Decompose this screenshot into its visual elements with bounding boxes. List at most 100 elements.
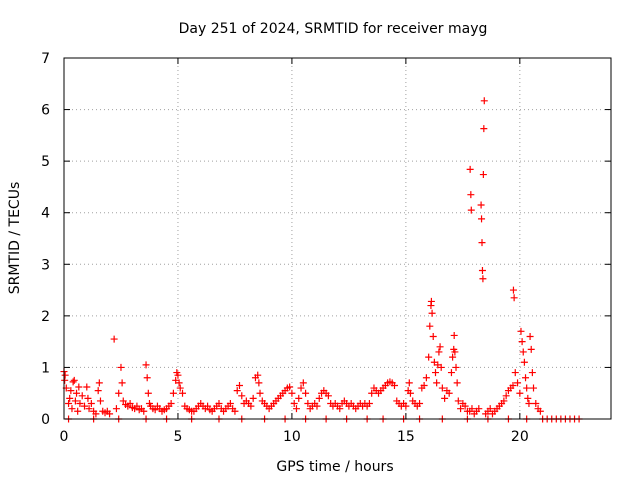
data-point (435, 348, 443, 356)
data-point (175, 379, 183, 387)
y-tick-label: 1 (41, 360, 50, 376)
data-point (288, 389, 296, 397)
data-point (528, 369, 536, 377)
data-point (118, 379, 126, 387)
data-point (295, 394, 303, 402)
y-tick-label: 4 (41, 206, 50, 222)
data-point (78, 392, 86, 400)
data-point (133, 402, 141, 410)
data-point (522, 374, 530, 382)
data-point (304, 400, 312, 408)
data-point (235, 381, 243, 389)
data-point (73, 389, 81, 397)
data-point (527, 345, 535, 353)
data-point (454, 397, 462, 405)
data-point (509, 286, 517, 294)
data-point (479, 171, 487, 179)
data-point (523, 384, 531, 392)
data-point (467, 191, 475, 199)
data-point (510, 294, 518, 302)
data-point (256, 389, 264, 397)
data-point (478, 239, 486, 247)
data-point (450, 331, 458, 339)
data-point (117, 363, 125, 371)
data-point (532, 400, 540, 408)
data-point (179, 389, 187, 397)
y-axis-label: SRMTID / TECUs (7, 182, 23, 295)
data-point (427, 297, 435, 305)
data-point (112, 405, 120, 413)
data-point (85, 405, 93, 413)
tick-labels: 0 5 10 15 20 0 1 2 3 4 5 6 7 (41, 51, 529, 445)
data-point (106, 410, 114, 418)
data-point (215, 400, 223, 408)
data-point (416, 400, 424, 408)
data-point (525, 400, 533, 408)
data-point (402, 402, 410, 410)
data-point (68, 405, 76, 413)
x-tick-label: 20 (511, 429, 529, 445)
data-point (119, 397, 127, 405)
data-point (422, 374, 430, 382)
y-tick-label: 5 (41, 154, 50, 170)
data-point (518, 338, 526, 346)
data-point (292, 405, 300, 413)
data-point (174, 371, 182, 379)
data-point (61, 371, 69, 379)
data-points (60, 97, 583, 423)
data-point (226, 400, 234, 408)
data-point (84, 394, 92, 402)
data-point (302, 389, 310, 397)
data-point (520, 358, 528, 366)
data-point (436, 343, 444, 351)
data-point (467, 206, 475, 214)
data-point (433, 379, 441, 387)
grid (64, 58, 611, 419)
x-tick-label: 0 (60, 429, 69, 445)
data-point (486, 405, 494, 413)
data-point (437, 363, 445, 371)
data-point (143, 374, 151, 382)
chart-title: Day 251 of 2024, SRMTID for receiver may… (179, 21, 488, 37)
data-point (71, 397, 79, 405)
data-point (516, 389, 524, 397)
data-point (451, 348, 459, 356)
data-point (66, 394, 74, 402)
x-tick-label: 15 (397, 429, 415, 445)
data-point (428, 309, 436, 317)
data-point (176, 384, 184, 392)
data-point (167, 400, 175, 408)
data-point (502, 392, 510, 400)
data-point (299, 379, 307, 387)
y-tick-label: 3 (41, 257, 50, 273)
data-point (231, 407, 239, 415)
data-point (429, 332, 437, 340)
y-tick-label: 0 (41, 412, 50, 428)
data-point (151, 406, 159, 414)
data-point (70, 376, 78, 384)
data-point (81, 402, 89, 410)
y-tick-label: 6 (41, 103, 50, 119)
data-point (438, 384, 446, 392)
data-point (336, 405, 344, 413)
data-point (142, 361, 150, 369)
data-point (511, 369, 519, 377)
data-point (536, 407, 544, 415)
data-point (76, 400, 84, 408)
data-point (500, 397, 508, 405)
data-point (509, 381, 517, 389)
data-point (432, 369, 440, 377)
data-point (461, 402, 469, 410)
data-point (441, 394, 449, 402)
ticks (63, 57, 611, 420)
data-point (69, 378, 77, 386)
data-point (390, 381, 398, 389)
data-point (95, 379, 103, 387)
data-point (368, 389, 376, 397)
data-point (405, 379, 413, 387)
data-point (87, 400, 95, 408)
data-point (426, 322, 434, 330)
data-point (477, 201, 485, 209)
data-point (453, 379, 461, 387)
